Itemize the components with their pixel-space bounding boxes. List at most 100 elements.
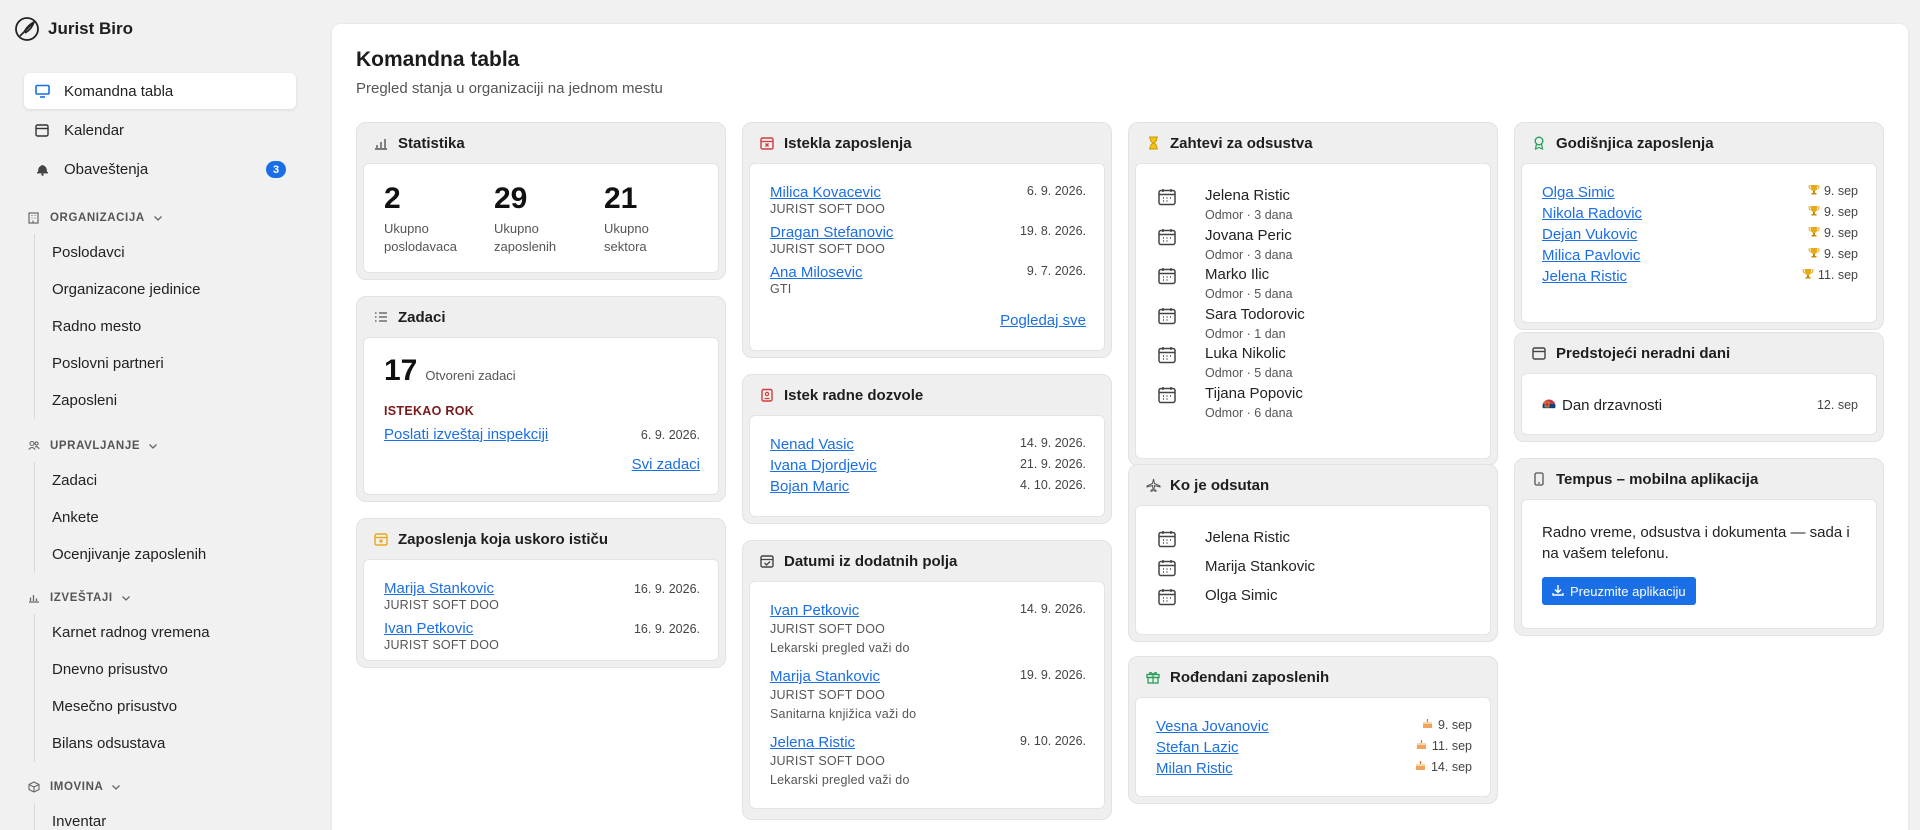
employee-link[interactable]: Milica Pavlovic: [1542, 247, 1641, 264]
brand[interactable]: Jurist Biro: [14, 16, 133, 42]
field-note: Sanitarna knjižica važi do: [770, 707, 917, 721]
sidebar-item-bilans-odsustava[interactable]: Bilans odsustava: [52, 735, 166, 752]
list-item[interactable]: Tijana Popovic Odmor · 6 dana: [1158, 384, 1490, 424]
card-neradni-dani: Predstojeći neradni dani Dan drzavnosti …: [1514, 332, 1884, 442]
employee-link[interactable]: Milica Kovacevic: [770, 184, 881, 201]
sidebar-item-ankete[interactable]: Ankete: [52, 509, 99, 526]
employee-link[interactable]: Marija Stankovic: [384, 580, 495, 597]
request-detail: Odmor · 5 dana: [1205, 287, 1293, 301]
main-content: Komandna tabla Pregled stanja u organiza…: [332, 24, 1908, 830]
sidebar-item-radno-mesto[interactable]: Radno mesto: [52, 318, 142, 335]
request-detail: Odmor · 1 dan: [1205, 326, 1286, 341]
nav-item-kalendar[interactable]: Kalendar: [24, 112, 296, 148]
chevron-down-icon: [153, 213, 163, 223]
sidebar-item-inventar[interactable]: Inventar: [52, 813, 107, 830]
task-link[interactable]: Poslati izveštaj inspekciji: [384, 426, 549, 443]
employee-link[interactable]: Stefan Lazic: [1156, 739, 1239, 756]
company: JURIST SOFT DOO: [770, 688, 886, 702]
section-title: IMOVINA: [50, 781, 104, 793]
date: 16. 9. 2026.: [633, 582, 700, 596]
download-app-button[interactable]: Preuzmite aplikaciju: [1542, 577, 1696, 605]
card-body: Jelena Ristic Odmor · 3 dana Jovana Peric…: [1135, 163, 1491, 459]
building-icon: [28, 211, 41, 225]
employee-link[interactable]: Nikola Radovic: [1542, 205, 1643, 222]
employee-link[interactable]: Ivan Petkovic: [770, 602, 860, 619]
calendar-icon: [1158, 267, 1178, 287]
date: 6. 9. 2026.: [1026, 184, 1086, 198]
list-item: Olga Simic 9. sep: [1542, 184, 1876, 205]
card-title: Istek radne dozvole: [784, 386, 924, 404]
sidebar-item-poslodavci[interactable]: Poslodavci: [52, 244, 125, 261]
card-header: Datumi iz dodatnih polja: [749, 541, 1105, 581]
employee-link[interactable]: Dejan Vukovic: [1542, 226, 1638, 243]
card-ko-je-odsutan: Ko je odsutan Jelena Ristic Marija Stank…: [1128, 464, 1498, 642]
list-item[interactable]: Sara Todorovic Odmor · 1 dan: [1158, 305, 1490, 345]
employee-link[interactable]: Vesna Jovanovic: [1156, 718, 1269, 735]
employee-link[interactable]: Dragan Stefanovic: [770, 224, 894, 241]
section-head-izvestaji[interactable]: IZVEŠTAJI: [24, 588, 314, 608]
sidebar-item-poslovni-partneri[interactable]: Poslovni partneri: [52, 355, 164, 372]
list-item: Dejan Vukovic 9. sep: [1542, 226, 1876, 247]
card-body: Jelena Ristic Marija Stankovic Olga Simi…: [1135, 505, 1491, 635]
list-item: Milica Kovacevic 6. 9. 2026. JURIST SOFT…: [770, 184, 1104, 224]
card-title: Zahtevi za odsustva: [1170, 134, 1313, 152]
card-title: Godišnjica zaposlenja: [1556, 134, 1714, 152]
employee-link[interactable]: Bojan Maric: [770, 478, 850, 495]
list-item[interactable]: Jovana Peric Odmor · 3 dana: [1158, 226, 1490, 266]
card-title: Predstojeći neradni dani: [1556, 344, 1731, 362]
section-head-organizacija[interactable]: ORGANIZACIJA: [24, 208, 314, 228]
list-item[interactable]: Luka Nikolic Odmor · 5 dana: [1158, 344, 1490, 384]
employee-link[interactable]: Ivana Djordjevic: [770, 457, 877, 474]
calendar-icon: [1158, 188, 1178, 208]
employee-link[interactable]: Milan Ristic: [1156, 760, 1233, 777]
sidebar-item-zadaci[interactable]: Zadaci: [52, 472, 98, 489]
employee-link[interactable]: Jelena Ristic: [770, 734, 856, 751]
employee-link[interactable]: Jelena Ristic: [1542, 268, 1628, 285]
sidebar-item-organizacone-jedinice[interactable]: Organizacone jedinice: [52, 281, 201, 298]
list-item: Marija Stankovic 19. 9. 2026. JURIST SOF…: [770, 668, 1104, 734]
employee-link[interactable]: Olga Simic: [1542, 184, 1615, 201]
sidebar-item-ocenjivanje[interactable]: Ocenjivanje zaposlenih: [52, 546, 207, 563]
bar-chart-icon: [373, 135, 389, 151]
list-item[interactable]: Olga Simic: [1158, 586, 1490, 615]
sidebar-item-dnevno-prisustvo[interactable]: Dnevno prisustvo: [52, 661, 168, 678]
box-icon: [28, 780, 41, 794]
employee-link[interactable]: Marija Stankovic: [770, 668, 881, 685]
list-item: Milica Pavlovic 9. sep: [1542, 247, 1876, 268]
field-note: Lekarski pregled važi do: [770, 641, 910, 655]
card-body: Marija Stankovic 16. 9. 2026. JURIST SOF…: [363, 559, 719, 661]
nav-item-komandna-tabla[interactable]: Komandna tabla: [24, 73, 296, 109]
list-item: Dragan Stefanovic 19. 8. 2026. JURIST SO…: [770, 224, 1104, 264]
calendar-warning-icon: [373, 531, 389, 547]
card-header: Tempus – mobilna aplikacija: [1521, 459, 1877, 499]
stat-value: 29: [494, 182, 528, 215]
sidebar-item-karnet[interactable]: Karnet radnog vremena: [52, 624, 210, 641]
chevron-down-icon: [111, 782, 121, 792]
card-header: Predstojeći neradni dani: [1521, 333, 1877, 373]
card-istekla-zaposlenja: Istekla zaposlenja Milica Kovacevic 6. 9…: [742, 122, 1112, 358]
section-head-upravljanje[interactable]: UPRAVLJANJE: [24, 436, 314, 456]
open-tasks-count: 17: [384, 354, 418, 387]
list-item[interactable]: Marija Stankovic: [1158, 557, 1490, 586]
date: 16. 9. 2026.: [633, 622, 700, 636]
sidebar-item-mesecno-prisustvo[interactable]: Mesečno prisustvo: [52, 698, 178, 715]
section-head-imovina[interactable]: IMOVINA: [24, 777, 314, 797]
card-istek-dozvole: Istek radne dozvole Nenad Vasic 14. 9. 2…: [742, 374, 1112, 524]
list-item[interactable]: Jelena Ristic: [1158, 528, 1490, 557]
request-detail: Odmor · 5 dana: [1205, 366, 1293, 380]
all-tasks-link[interactable]: Svi zadaci: [631, 456, 700, 473]
list-item[interactable]: Marko Ilic Odmor · 5 dana: [1158, 265, 1490, 305]
list-item[interactable]: Jelena Ristic Odmor · 3 dana: [1158, 186, 1490, 226]
id-card-icon: [759, 387, 775, 403]
employee-link[interactable]: Nenad Vasic: [770, 436, 854, 453]
list-item: Ivana Djordjevic 21. 9. 2026.: [770, 457, 1104, 478]
employee-name: Olga Simic: [1205, 587, 1278, 604]
employee-link[interactable]: Ivan Petkovic: [384, 620, 474, 637]
sidebar-item-zaposleni[interactable]: Zaposleni: [52, 392, 118, 409]
nav-item-obavestenja[interactable]: Obaveštenja 3: [24, 151, 296, 187]
section-list: Zadaci Ankete Ocenjivanje zaposlenih: [34, 462, 314, 573]
employee-link[interactable]: Ana Milosevic: [770, 264, 863, 281]
view-all-link[interactable]: Pogledaj sve: [1000, 312, 1086, 329]
stat-value: 2: [384, 182, 401, 215]
stat-label: Ukupno zaposlenih: [494, 221, 557, 254]
